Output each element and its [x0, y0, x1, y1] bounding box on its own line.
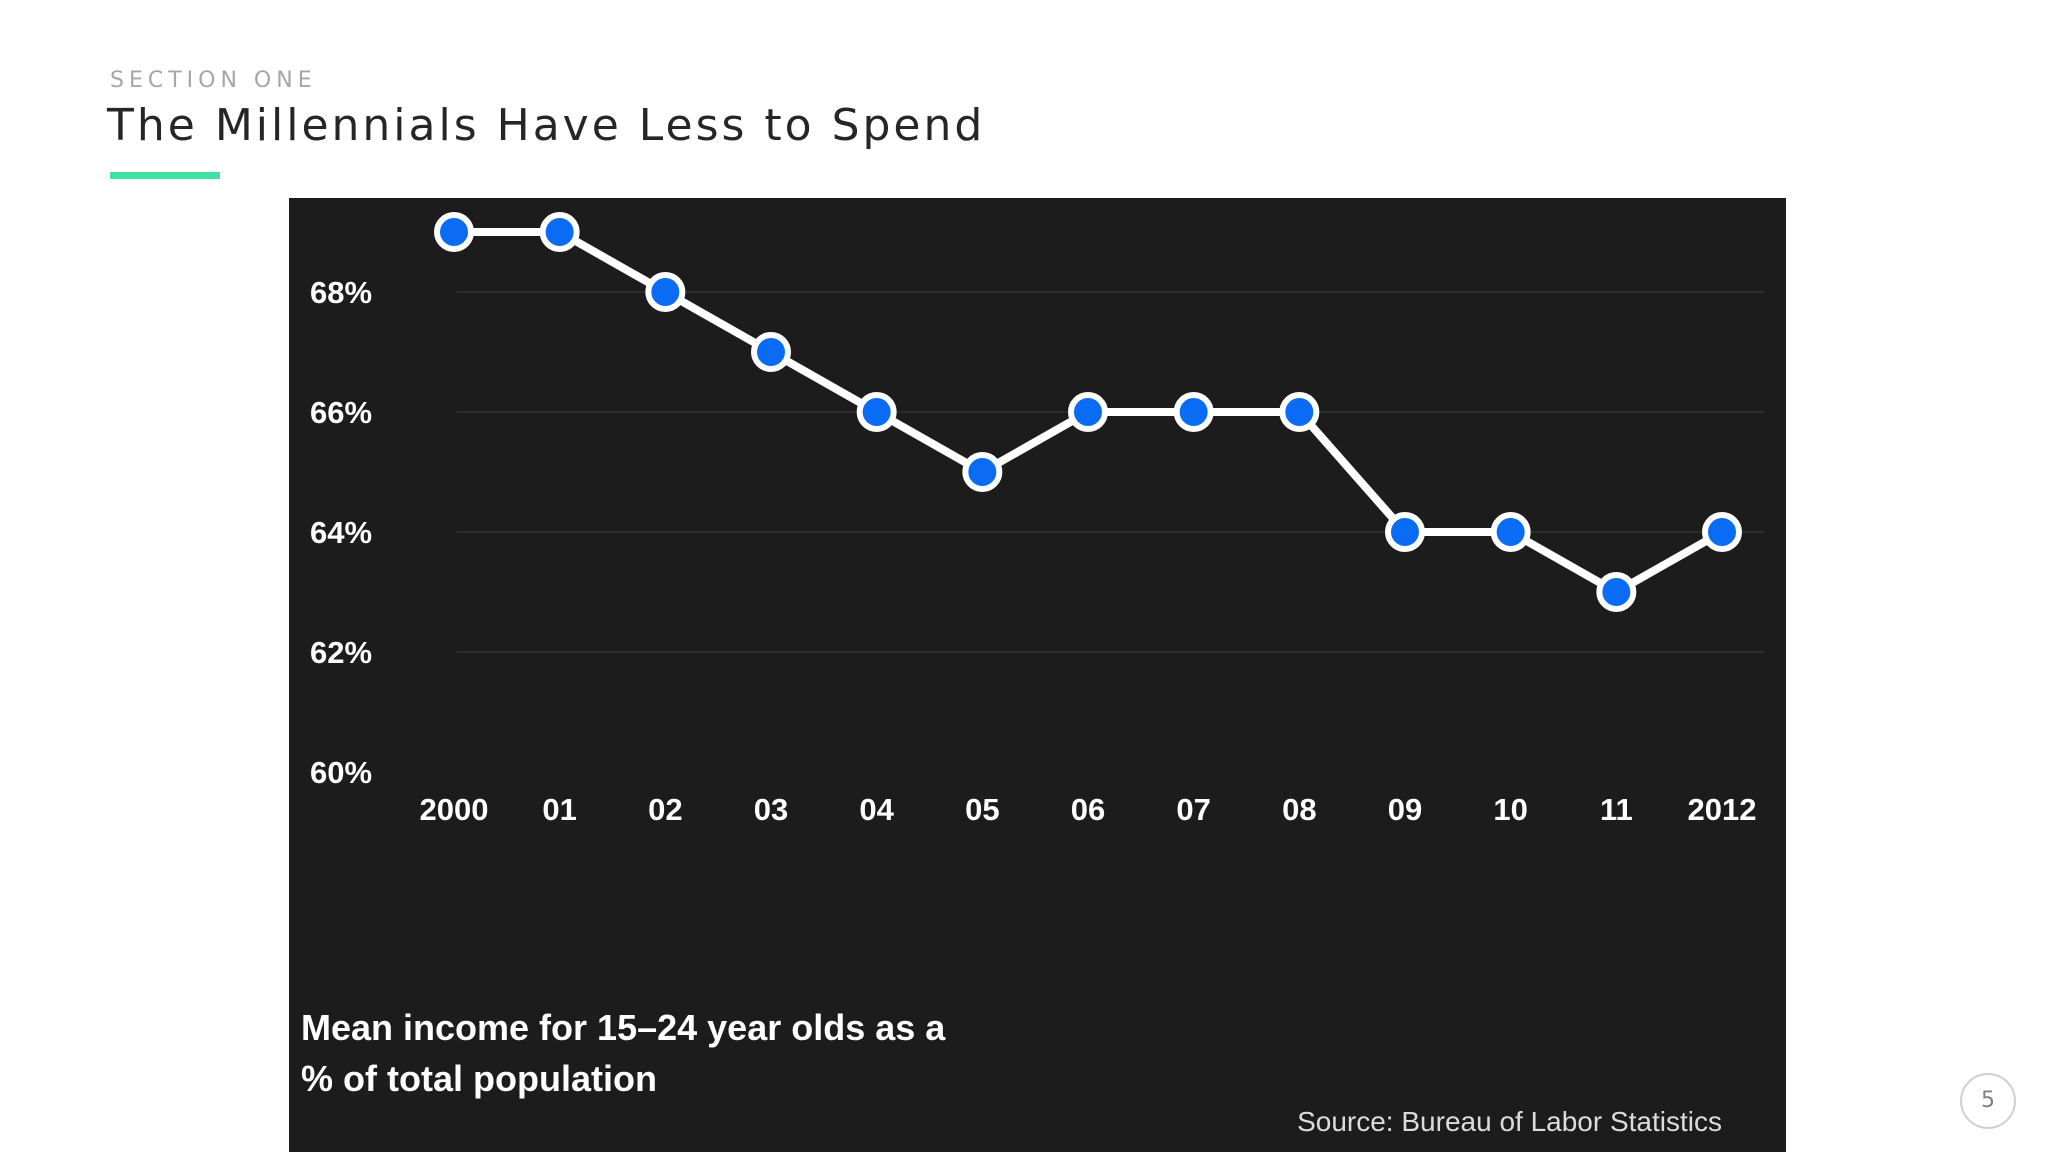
y-tick-label: 62% [310, 635, 372, 670]
chart-caption: Mean income for 15–24 year olds as a % o… [301, 1002, 1041, 1104]
data-point [1596, 572, 1637, 612]
data-point [1385, 512, 1425, 552]
x-tick-label: 04 [859, 792, 894, 827]
data-point [1173, 392, 1214, 432]
data-point [1702, 512, 1742, 552]
chart-caption-line-1: Mean income for 15–24 year olds as a [301, 1007, 946, 1048]
data-point [645, 272, 686, 312]
data-point [1068, 392, 1108, 432]
x-tick-label: 02 [648, 792, 682, 827]
x-tick-label: 09 [1388, 792, 1422, 827]
chart-source: Source: Bureau of Labor Statistics [1297, 1106, 1722, 1137]
data-point [962, 452, 1003, 492]
chart-caption-line-2: % of total population [301, 1058, 657, 1099]
line-chart: 60% 62% 64% 66% 68% 2000 01 02 03 04 05 06 07 08 09 10 1… [310, 212, 1764, 827]
data-point [434, 212, 474, 252]
x-tick-label: 10 [1493, 792, 1527, 827]
slide-title: The Millennials Have Less to Spend [107, 100, 986, 151]
x-tick-label: 03 [754, 792, 788, 827]
x-tick-label: 2000 [420, 792, 489, 827]
y-tick-label: 66% [310, 395, 372, 430]
data-point [751, 332, 791, 372]
x-tick-label: 08 [1282, 792, 1316, 827]
section-label: SECTION ONE [110, 68, 317, 93]
x-tick-label: 07 [1176, 792, 1210, 827]
y-tick-label: 60% [310, 755, 372, 790]
title-accent-bar [110, 172, 220, 179]
data-point [1279, 392, 1320, 432]
y-tick-label: 68% [310, 275, 372, 310]
data-point [1490, 512, 1531, 552]
x-tick-label: 01 [542, 792, 576, 827]
y-tick-label: 64% [310, 515, 372, 550]
chart-panel: 60% 62% 64% 66% 68% 2000 01 02 03 04 05 06 07 08 09 10 1… [289, 198, 1786, 1152]
x-tick-label: 2012 [1688, 792, 1757, 827]
x-tick-label: 05 [965, 792, 999, 827]
data-point [539, 212, 580, 252]
data-point [856, 392, 897, 432]
x-tick-label: 11 [1600, 792, 1633, 827]
x-tick-label: 06 [1071, 792, 1105, 827]
page-number: 5 [1960, 1073, 2016, 1129]
